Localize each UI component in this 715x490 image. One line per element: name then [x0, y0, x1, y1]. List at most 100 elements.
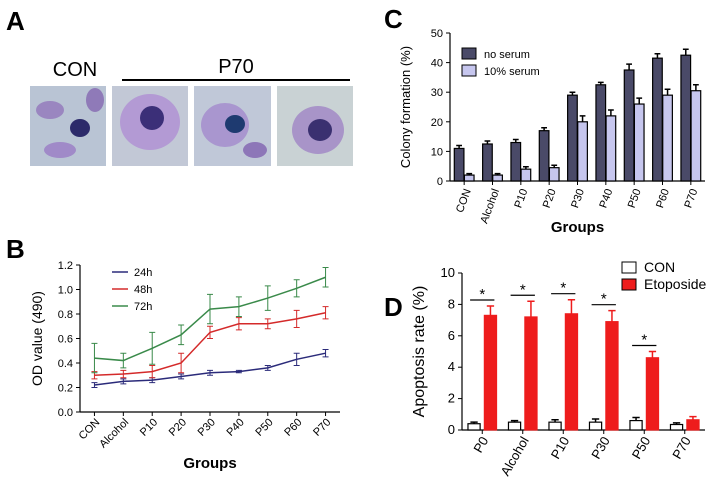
legend-label: 72h — [134, 301, 152, 313]
panel-label: B — [6, 234, 25, 264]
bar — [548, 167, 560, 182]
line — [94, 276, 326, 362]
bar — [548, 421, 562, 431]
error-bar — [636, 97, 643, 105]
legend-label: 10% serum — [484, 66, 540, 78]
error-bar — [579, 115, 586, 122]
y-tick-label: 30 — [431, 87, 443, 99]
significance: * — [601, 291, 607, 308]
error-bar — [91, 342, 98, 374]
cell — [44, 142, 76, 158]
legend-swatch — [461, 47, 477, 60]
bar — [633, 103, 645, 182]
legend-label: no serum — [484, 49, 530, 61]
line — [94, 312, 326, 376]
y-tick-label: 8 — [448, 296, 455, 311]
bar — [564, 313, 579, 431]
bar — [629, 419, 643, 431]
x-tick-label: P10 — [138, 416, 160, 438]
error-bar — [567, 298, 576, 314]
bar — [482, 143, 493, 182]
cell — [225, 115, 245, 133]
image-label: CON — [53, 59, 97, 81]
y-axis-label: Colony formation (%) — [398, 46, 413, 168]
x-tick-label: P70 — [311, 416, 333, 438]
legend-swatch — [621, 261, 637, 274]
x-tick-label: P50 — [253, 416, 275, 438]
x-tick-label: P30 — [196, 416, 218, 438]
x-tick-label: P50 — [626, 187, 644, 210]
bar — [510, 141, 522, 182]
bar — [605, 115, 617, 182]
bar — [520, 168, 532, 182]
bar — [595, 84, 607, 182]
bar — [483, 314, 498, 431]
legend-label: 48h — [134, 284, 152, 296]
y-tick-label: 1.0 — [58, 285, 73, 297]
micrographs — [30, 86, 353, 166]
y-tick-label: 4 — [448, 359, 455, 374]
error-bar — [322, 349, 329, 358]
x-tick-label: P20 — [541, 187, 559, 210]
x-tick-label: Alcohol — [97, 416, 131, 450]
cell — [70, 119, 90, 137]
bar — [463, 174, 475, 182]
bar — [588, 421, 603, 431]
y-axis-label: OD value (490) — [29, 291, 45, 386]
bar — [538, 130, 550, 182]
significance: * — [641, 332, 647, 349]
cell — [243, 142, 267, 158]
y-tick-label: 0.0 — [58, 407, 73, 419]
bar — [467, 423, 481, 431]
bar — [453, 147, 465, 182]
y-tick-label: 0.2 — [58, 383, 73, 395]
error-bar — [664, 88, 671, 96]
bar — [652, 57, 663, 182]
x-tick-label: CON — [454, 187, 474, 214]
x-tick-label: P0 — [470, 434, 491, 455]
error-bar — [486, 305, 495, 316]
x-tick-label: CON — [77, 416, 103, 442]
bar — [662, 94, 673, 182]
cell — [201, 103, 249, 147]
bar — [605, 321, 619, 431]
y-tick-label: 0 — [448, 422, 455, 437]
panel-label: C — [384, 4, 403, 34]
bar — [669, 423, 684, 431]
x-axis-label: Groups — [551, 219, 604, 236]
y-tick-label: 0.4 — [58, 358, 73, 370]
panel-label: A — [6, 6, 25, 36]
bar — [524, 316, 538, 431]
error-bar — [648, 350, 657, 358]
significance: * — [560, 280, 566, 297]
error-bar — [682, 48, 689, 56]
image-label: P70 — [218, 56, 254, 78]
cell — [308, 119, 332, 141]
bar — [577, 121, 588, 182]
cell — [36, 101, 64, 119]
y-tick-label: 6 — [448, 328, 455, 343]
x-tick-label: P70 — [669, 434, 694, 462]
panel-label: D — [384, 292, 403, 322]
x-tick-label: P40 — [225, 416, 247, 438]
x-axis-label: Groups — [183, 455, 236, 472]
y-tick-label: 1.2 — [58, 260, 73, 272]
y-tick-label: 0.6 — [58, 334, 73, 346]
cell — [140, 106, 164, 130]
bar — [680, 54, 692, 182]
legend-label: Etoposide — [644, 276, 706, 292]
x-tick-label: P60 — [654, 187, 672, 210]
x-tick-label: P10 — [548, 434, 573, 462]
legend-label: CON — [644, 259, 675, 275]
error-bar — [608, 109, 614, 116]
bar — [686, 419, 700, 431]
error-bar — [626, 63, 632, 70]
x-tick-label: P60 — [282, 416, 304, 438]
y-axis-label: Apoptosis rate (%) — [411, 286, 428, 418]
x-tick-label: P30 — [588, 434, 613, 462]
x-tick-label: P30 — [569, 187, 587, 210]
error-bar — [527, 300, 535, 317]
x-tick-label: P40 — [597, 187, 615, 210]
y-tick-label: 20 — [431, 117, 443, 129]
